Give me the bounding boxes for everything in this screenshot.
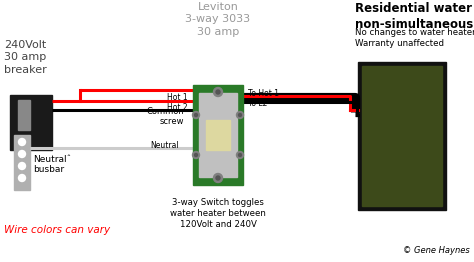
Bar xyxy=(199,93,237,177)
Text: 240Volt
30 amp
breaker: 240Volt 30 amp breaker xyxy=(4,40,47,75)
Circle shape xyxy=(194,113,198,117)
Circle shape xyxy=(237,112,244,118)
Bar xyxy=(206,120,230,150)
Circle shape xyxy=(18,174,26,182)
Circle shape xyxy=(18,139,26,145)
Text: To L2: To L2 xyxy=(248,99,267,107)
Bar xyxy=(10,95,52,150)
Text: Wire colors can vary: Wire colors can vary xyxy=(4,225,110,235)
Text: Leviton
3-way 3033
30 amp: Leviton 3-way 3033 30 amp xyxy=(185,2,251,37)
Circle shape xyxy=(216,90,220,94)
Text: © Gene Haynes: © Gene Haynes xyxy=(403,246,470,255)
Circle shape xyxy=(216,176,220,180)
Text: No changes to water heater
Warranty unaffected: No changes to water heater Warranty unaf… xyxy=(355,28,474,48)
Circle shape xyxy=(238,113,241,117)
Bar xyxy=(358,62,446,210)
Circle shape xyxy=(192,151,200,159)
Circle shape xyxy=(213,88,222,96)
Bar xyxy=(193,85,243,185)
Circle shape xyxy=(238,154,241,156)
Text: Residential water heater
non-simultaneous operation: Residential water heater non-simultaneou… xyxy=(355,2,474,31)
Bar xyxy=(362,66,442,206)
Bar xyxy=(18,100,30,130)
Circle shape xyxy=(213,173,222,183)
Text: Hot 1: Hot 1 xyxy=(167,94,188,102)
Circle shape xyxy=(18,150,26,157)
Circle shape xyxy=(192,112,200,118)
Text: Neutral: Neutral xyxy=(151,140,179,150)
Circle shape xyxy=(237,151,244,159)
Text: Common
screw: Common screw xyxy=(146,107,184,126)
Text: 3-way Switch toggles
water heater between
120Volt and 240V: 3-way Switch toggles water heater betwee… xyxy=(170,198,266,229)
Bar xyxy=(14,135,30,190)
Circle shape xyxy=(194,154,198,156)
Circle shape xyxy=(18,162,26,170)
Text: Hot 2: Hot 2 xyxy=(167,102,188,112)
Text: To Hot 1: To Hot 1 xyxy=(248,90,279,99)
Text: Neutralˆ
busbar: Neutralˆ busbar xyxy=(33,155,71,174)
